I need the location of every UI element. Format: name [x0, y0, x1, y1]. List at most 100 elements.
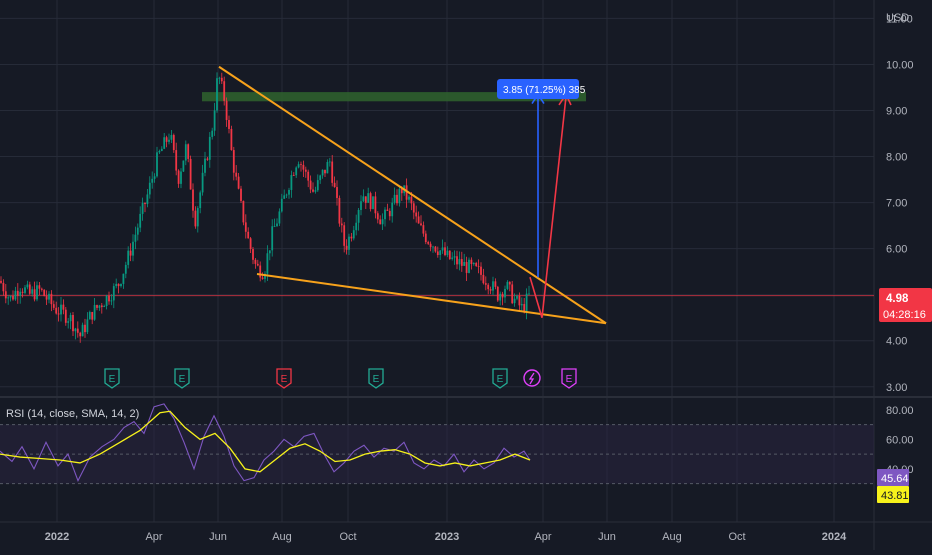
candle-body — [148, 182, 151, 195]
candle-body — [506, 281, 509, 289]
candle-body — [427, 242, 430, 244]
candle-body — [156, 152, 158, 177]
upper-trendline[interactable] — [218, 65, 607, 325]
candle-body — [206, 158, 209, 160]
candle-body — [446, 250, 449, 256]
candle-body — [86, 319, 89, 333]
candle-body — [357, 209, 360, 223]
resistance-layer — [202, 92, 586, 102]
candle-body — [129, 250, 132, 256]
time-tick-label: Oct — [728, 531, 745, 543]
candle-body — [319, 175, 322, 181]
price-tick-label: 10.00 — [886, 59, 914, 71]
drawings-layer[interactable] — [218, 65, 607, 325]
candle-body — [38, 285, 41, 289]
candle-body — [151, 178, 154, 183]
resistance-zone — [202, 92, 586, 102]
candle-body — [367, 193, 370, 203]
candle-body — [492, 281, 494, 291]
candle-body — [55, 307, 58, 314]
projection-path[interactable] — [529, 96, 567, 318]
earnings-marker[interactable] — [492, 368, 508, 389]
candle-body — [182, 160, 185, 172]
candle-body — [194, 210, 197, 227]
candle-body — [175, 150, 178, 171]
candle-body — [110, 300, 113, 302]
candle-body — [405, 185, 408, 200]
candle-body — [216, 78, 218, 111]
measure-label-box[interactable] — [497, 79, 579, 99]
candle-body — [484, 283, 487, 285]
rsi-sma-line — [0, 410, 531, 473]
candle-body — [285, 194, 288, 196]
time-tick-label: Aug — [272, 531, 292, 543]
candle-body — [124, 264, 127, 274]
currency-label: USD — [886, 12, 909, 24]
candle-body — [338, 197, 341, 224]
candle-body — [302, 164, 305, 170]
last-price-badge — [879, 288, 932, 322]
earnings-marker[interactable] — [104, 368, 120, 389]
rsi-indicator-label[interactable]: RSI (14, close, SMA, 14, 2) — [6, 408, 139, 420]
candle-body — [170, 135, 173, 140]
candle-body — [463, 262, 466, 266]
candle-body — [235, 172, 238, 177]
candle-body — [412, 203, 415, 213]
candle-body — [386, 209, 389, 211]
candle-body — [429, 243, 432, 248]
earnings-marker[interactable] — [174, 368, 190, 389]
candle-body — [88, 312, 91, 320]
candle-body — [436, 251, 439, 255]
time-tick-label: Apr — [534, 531, 551, 543]
dividend-icon[interactable] — [523, 369, 541, 387]
earnings-marker[interactable] — [368, 368, 384, 389]
candle-body — [117, 283, 120, 287]
candle-body — [91, 312, 94, 320]
candle-body — [489, 289, 492, 291]
candle-body — [16, 290, 19, 296]
candle-body — [456, 256, 458, 265]
candle-body — [273, 226, 276, 228]
lower-trendline[interactable] — [256, 272, 607, 325]
candle-body — [33, 289, 36, 300]
candle-body — [324, 169, 326, 174]
candle-body — [48, 293, 50, 300]
time-tick-label: Jun — [598, 531, 616, 543]
candle-body — [312, 189, 314, 192]
axes-layer[interactable]: 11.0010.009.008.007.006.005.004.003.0020… — [45, 13, 914, 543]
candle-body — [211, 130, 214, 137]
earnings-marker[interactable] — [276, 368, 292, 389]
candle-body — [480, 266, 482, 275]
candle-body — [316, 180, 319, 191]
candle-body — [69, 315, 72, 322]
rsi-value-badge — [877, 469, 909, 486]
candle-body — [398, 188, 401, 204]
candle-body — [504, 288, 506, 298]
candle-body — [4, 291, 7, 299]
candle-body — [223, 81, 226, 101]
candle-body — [247, 231, 250, 239]
candle-body — [45, 296, 48, 300]
candle-body — [422, 225, 425, 234]
candle-body — [508, 281, 511, 285]
rsi-value: 45.64 — [881, 473, 909, 485]
candle-body — [307, 171, 310, 181]
candle-body — [93, 305, 96, 320]
candle-body — [67, 321, 70, 323]
earnings-marker[interactable] — [561, 368, 577, 389]
price-tick-label: 3.00 — [886, 382, 907, 394]
candle-body — [520, 304, 523, 306]
rsi-band — [0, 424, 874, 484]
candle-body — [499, 293, 502, 301]
candle-body — [132, 241, 134, 256]
earnings-marker-label: E — [497, 374, 504, 385]
candle-body — [374, 196, 377, 214]
candle-body — [204, 158, 206, 173]
candle-body — [134, 234, 137, 242]
candle-body — [295, 167, 298, 176]
candle-body — [225, 100, 228, 120]
candle-body — [516, 295, 518, 299]
